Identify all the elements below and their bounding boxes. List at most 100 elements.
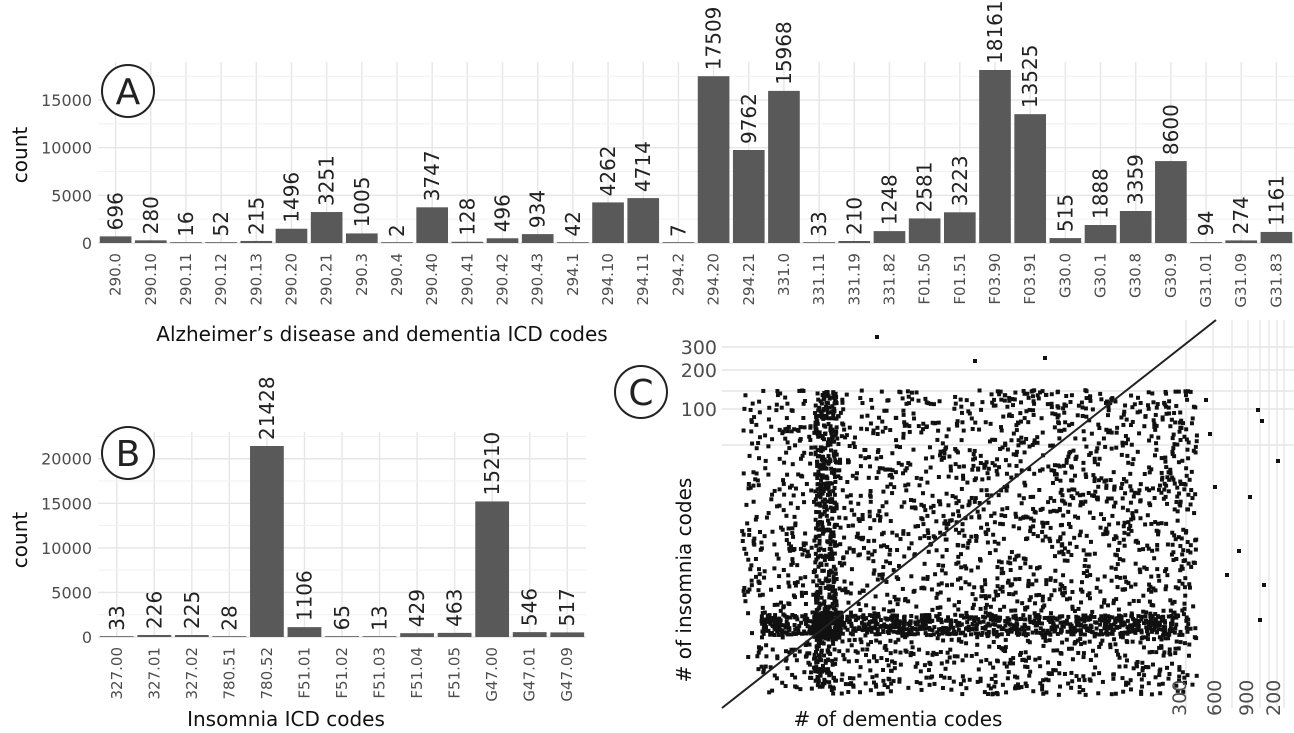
scatter-point	[980, 630, 985, 635]
scatter-point	[1014, 627, 1019, 632]
scatter-point	[821, 406, 826, 411]
scatter-point	[1164, 411, 1169, 416]
scatter-point	[987, 644, 992, 649]
scatter-point	[842, 505, 847, 510]
x-tick-label: 290.43	[529, 253, 547, 306]
scatter-point	[1164, 465, 1169, 470]
scatter-point	[803, 590, 808, 595]
scatter-point	[1071, 632, 1076, 637]
scatter-point	[927, 613, 932, 618]
scatter-point	[815, 460, 820, 465]
scatter-point	[1123, 491, 1128, 496]
scatter-point	[1157, 673, 1162, 678]
scatter-point	[1189, 421, 1194, 426]
scatter-point	[868, 640, 873, 645]
bar-value-label: 52	[209, 211, 233, 236]
scatter-point	[790, 526, 795, 531]
scatter-point	[787, 446, 792, 451]
scatter-point	[1117, 664, 1122, 669]
scatter-point	[1076, 403, 1081, 408]
scatter-point	[831, 685, 836, 690]
scatter-point	[914, 390, 919, 395]
scatter-point	[970, 606, 975, 611]
scatter-point	[846, 523, 851, 528]
scatter-point	[1163, 459, 1168, 464]
x-tick-label: F51.02	[333, 647, 351, 699]
scatter-point	[941, 563, 946, 568]
scatter-point	[766, 511, 771, 516]
scatter-point	[821, 641, 826, 646]
scatter-point	[827, 625, 832, 630]
scatter-point	[1123, 653, 1128, 658]
scatter-point	[792, 653, 797, 658]
scatter-point	[781, 567, 786, 572]
scatter-point	[868, 464, 873, 469]
scatter-point	[1104, 499, 1109, 504]
scatter-point	[830, 434, 835, 439]
scatter-point	[877, 509, 882, 514]
x-tick-label: 294.1	[564, 253, 582, 296]
scatter-point	[1180, 670, 1185, 675]
scatter-point	[817, 617, 822, 622]
scatter-point	[1036, 621, 1041, 626]
scatter-point	[1121, 558, 1126, 563]
scatter-point	[1056, 420, 1061, 425]
scatter-point	[808, 451, 813, 456]
scatter-point	[766, 619, 771, 624]
scatter-point	[1003, 514, 1008, 519]
scatter-point	[919, 617, 924, 622]
scatter-point	[886, 398, 891, 403]
x-tick-label: 290.4	[388, 253, 406, 296]
x-tick-label: G31.01	[1197, 253, 1215, 308]
scatter-point	[1183, 389, 1188, 394]
scatter-point	[1057, 550, 1062, 555]
scatter-point	[832, 471, 837, 476]
scatter-point	[792, 595, 797, 600]
scatter-point	[915, 631, 920, 636]
scatter-point	[1103, 444, 1108, 449]
scatter-point	[1130, 514, 1135, 519]
scatter-point	[1151, 418, 1156, 423]
scatter-point	[918, 536, 923, 541]
scatter-point	[1098, 641, 1103, 646]
scatter-point	[892, 594, 897, 599]
scatter-point	[830, 602, 835, 607]
x-tick-label: F51.04	[408, 647, 426, 699]
scatter-point	[1057, 464, 1062, 469]
scatter-point	[1072, 535, 1077, 540]
scatter-point	[887, 561, 892, 566]
scatter-point	[999, 513, 1004, 518]
scatter-point	[943, 537, 948, 542]
scatter-point	[813, 616, 818, 621]
scatter-point	[907, 424, 912, 429]
scatter-point	[1113, 620, 1118, 625]
scatter-point	[1096, 462, 1101, 467]
scatter-point	[802, 450, 807, 455]
scatter-point	[847, 638, 852, 643]
scatter-point	[1191, 560, 1196, 565]
scatter-point	[774, 552, 779, 557]
scatter-point	[1110, 615, 1115, 620]
scatter-point	[997, 392, 1002, 397]
scatter-point	[750, 441, 755, 446]
x-tick-label: 331.0	[775, 253, 793, 296]
scatter-point	[1160, 417, 1165, 422]
scatter-point	[830, 638, 835, 643]
scatter-point	[953, 527, 958, 532]
scatter-point	[887, 609, 892, 614]
scatter-point	[888, 638, 893, 643]
scatter-point	[1143, 665, 1148, 670]
scatter-point	[1004, 488, 1009, 493]
scatter-point	[1007, 555, 1012, 560]
scatter-point	[790, 531, 795, 536]
scatter-point	[819, 595, 824, 600]
scatter-point	[999, 566, 1004, 571]
scatter-point	[791, 534, 796, 539]
scatter-point	[1112, 487, 1117, 492]
scatter-point	[815, 646, 820, 651]
scatter-point	[837, 515, 842, 520]
scatter-point	[1150, 649, 1155, 654]
scatter-point	[959, 404, 964, 409]
scatter-point	[843, 516, 848, 521]
scatter-point	[1139, 689, 1144, 694]
